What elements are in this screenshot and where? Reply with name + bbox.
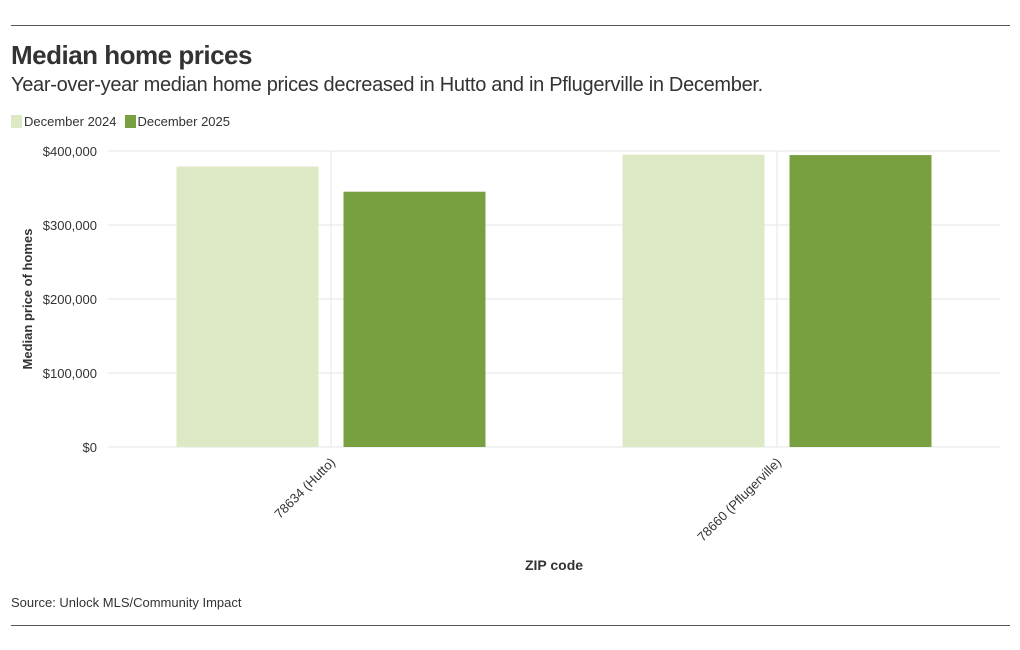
- y-tick-label: $400,000: [43, 144, 97, 159]
- y-tick-label: $300,000: [43, 218, 97, 233]
- legend-label-december-2025: December 2025: [137, 114, 231, 129]
- chart-title: Median home prices: [11, 40, 252, 70]
- y-axis-title: Median price of homes: [20, 229, 35, 370]
- chart-subtitle: Year-over-year median home prices decrea…: [11, 74, 763, 96]
- x-tick-label: 78634 (Hutto): [271, 455, 338, 522]
- y-tick-label: $0: [83, 440, 97, 455]
- legend-swatch-december-2025: [124, 115, 136, 128]
- x-axis-title: ZIP code: [525, 557, 583, 573]
- bar-december-2024-1[interactable]: [622, 154, 765, 447]
- source-note: Source: Unlock MLS/Community Impact: [11, 595, 242, 610]
- bottom-rule: [11, 625, 1010, 626]
- legend-item-december-2025[interactable]: December 2025: [124, 114, 231, 129]
- bar-december-2024-0[interactable]: [176, 166, 319, 448]
- bar-december-2025-1[interactable]: [789, 155, 932, 447]
- legend: December 2024 December 2025: [11, 114, 238, 129]
- legend-label-december-2024: December 2024: [24, 114, 117, 129]
- bar-december-2025-0[interactable]: [343, 191, 486, 447]
- bar-layer: [176, 154, 932, 448]
- x-tick-label: 78660 (Pflugerville): [694, 455, 784, 545]
- y-tick-label: $100,000: [43, 366, 97, 381]
- legend-item-december-2024[interactable]: December 2024: [11, 114, 117, 129]
- top-rule: [11, 25, 1010, 26]
- y-tick-label: $200,000: [43, 292, 97, 307]
- legend-swatch-december-2024: [11, 115, 22, 128]
